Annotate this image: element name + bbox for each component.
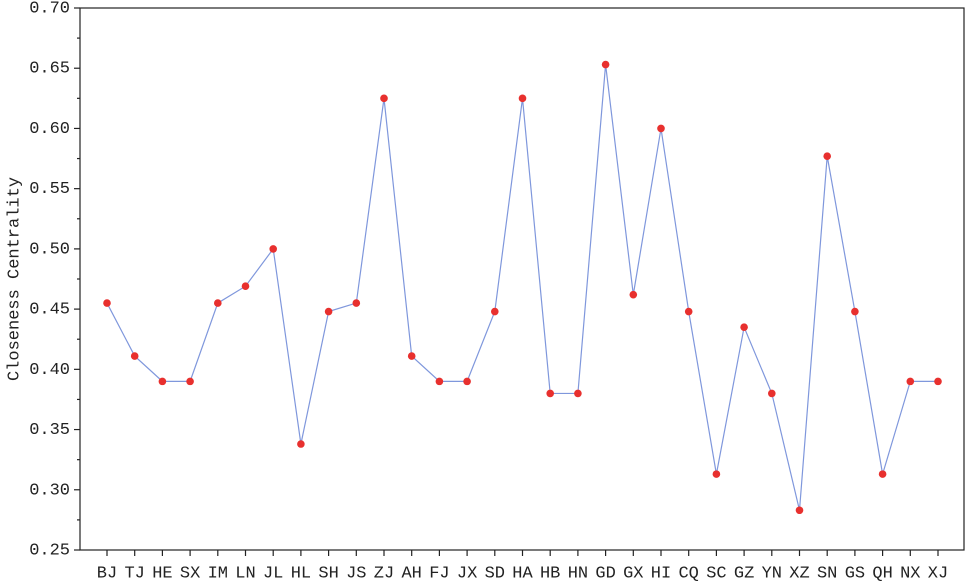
y-tick-label: 0.65 xyxy=(29,60,70,79)
line xyxy=(106,64,938,511)
y-tick-label: 0.70 xyxy=(29,0,70,18)
x-tick-label: FJ xyxy=(429,564,449,583)
point xyxy=(795,506,804,515)
x-tick-label: SC xyxy=(706,564,726,583)
x-tick-label: SN xyxy=(817,564,837,583)
y-tick-label: 0.60 xyxy=(29,120,70,139)
point xyxy=(657,124,665,133)
point xyxy=(601,60,610,69)
x-tick-label: GX xyxy=(623,564,643,583)
point xyxy=(297,440,305,448)
x-tick-label: XZ xyxy=(789,564,809,583)
x-tick-label: BJ xyxy=(97,564,117,583)
point xyxy=(878,470,887,478)
y-axis-label: Closeness Centrality xyxy=(5,177,24,381)
point xyxy=(546,389,554,398)
point xyxy=(574,389,582,398)
point xyxy=(324,307,333,316)
point xyxy=(518,94,527,103)
point xyxy=(768,389,776,398)
x-tick-label: TJ xyxy=(124,564,144,583)
point xyxy=(103,299,111,307)
x-tick-label: JS xyxy=(346,564,366,583)
point xyxy=(463,377,471,386)
point xyxy=(241,282,250,291)
x-tick-label: ZJ xyxy=(374,564,394,583)
x-tick-label: HI xyxy=(651,564,671,583)
point xyxy=(823,152,831,160)
x-tick-label: AH xyxy=(401,564,421,583)
point xyxy=(407,352,416,360)
x-tick-label: GZ xyxy=(734,564,754,583)
x-tick-label: NX xyxy=(900,564,920,583)
x-tick-label: SX xyxy=(180,564,200,583)
y-tick-label: 0.55 xyxy=(29,180,70,199)
x-tick-label: HL xyxy=(291,564,311,583)
x-tick-label: HN xyxy=(568,564,588,583)
plot-frame xyxy=(79,7,965,551)
point xyxy=(214,299,222,307)
point xyxy=(629,290,638,299)
x-tick-label: SH xyxy=(318,564,338,583)
x-tick-label: HB xyxy=(540,564,560,583)
point xyxy=(380,94,388,103)
x-tick-label: LN xyxy=(235,564,255,583)
y-tick-label: 0.25 xyxy=(29,541,70,560)
x-tick-label: IM xyxy=(208,564,228,583)
point xyxy=(435,377,444,386)
x-tick-label: CQ xyxy=(678,564,698,583)
y-tick-label: 0.35 xyxy=(29,421,70,440)
point xyxy=(491,307,499,316)
x-tick-label: YN xyxy=(762,564,782,583)
point xyxy=(851,307,859,316)
point xyxy=(934,377,942,386)
x-tick-label: JX xyxy=(457,564,477,583)
y-tick-label: 0.45 xyxy=(29,301,70,320)
point xyxy=(740,323,748,331)
x-tick-label: GS xyxy=(845,564,865,583)
x-tick-label: HA xyxy=(512,564,533,583)
point xyxy=(130,352,139,360)
x-tick-label: SD xyxy=(485,564,505,583)
y-tick-label: 0.50 xyxy=(29,240,70,259)
point xyxy=(352,299,361,307)
y-tick-label: 0.40 xyxy=(29,361,70,380)
x-tick-label: JL xyxy=(263,564,283,583)
x-tick-label: QH xyxy=(872,564,892,583)
point xyxy=(906,377,915,386)
x-tick-label: GD xyxy=(595,564,615,583)
point xyxy=(684,307,693,316)
x-tick-label: XJ xyxy=(928,564,948,583)
y-tick-label: 0.30 xyxy=(29,481,70,500)
point xyxy=(158,377,167,386)
point xyxy=(186,377,194,386)
point xyxy=(269,245,278,253)
point xyxy=(712,470,721,478)
x-tick-label: HE xyxy=(152,564,172,583)
